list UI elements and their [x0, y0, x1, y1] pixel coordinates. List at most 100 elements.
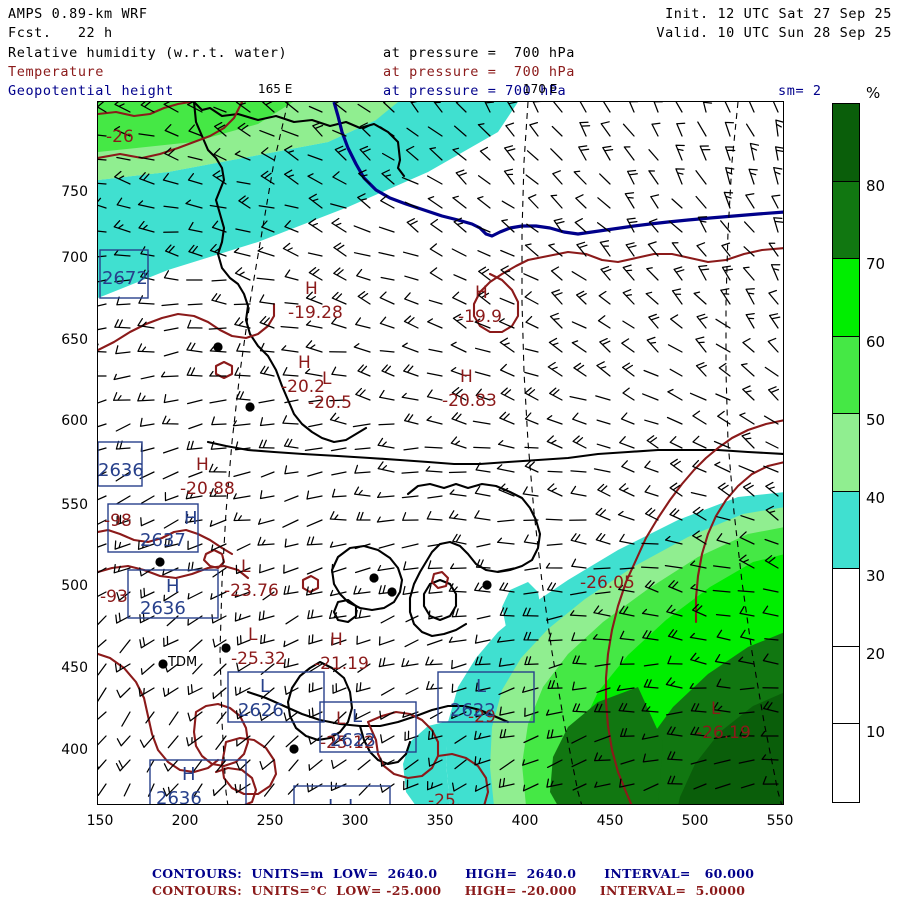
wind-barb [474, 756, 491, 766]
wind-barb [379, 291, 395, 305]
wind-barb [188, 471, 203, 478]
wind-barb [501, 219, 515, 233]
wind-barb [209, 204, 227, 209]
wind-barb [263, 735, 275, 749]
wind-barb [288, 759, 299, 772]
smoothing-label: sm= 2 [778, 83, 822, 99]
station-dot [245, 402, 255, 412]
height-extremum-type: L [476, 676, 486, 697]
wind-barb [186, 735, 203, 747]
wind-barb [695, 170, 707, 185]
temp-extremum-value: -20.88 [180, 479, 235, 499]
colorbar-tick: 50 [866, 411, 886, 429]
colorbar-band-30[interactable] [833, 569, 859, 647]
wind-barb [575, 290, 587, 305]
wind-barb [232, 420, 251, 427]
height-box [98, 441, 143, 487]
temp-contour-mid2 [472, 258, 530, 334]
colorbar-band-80[interactable] [833, 181, 859, 260]
wind-barb [354, 447, 371, 451]
wind-barb [186, 367, 203, 377]
wind-barb [259, 564, 275, 574]
wind-barb [699, 145, 711, 161]
wind-barb [312, 122, 324, 137]
x-axis-tick: 500 [681, 813, 709, 829]
wind-barb [163, 270, 179, 281]
wind-barb [304, 368, 323, 377]
temp-small-b [214, 360, 234, 380]
wind-barb [693, 291, 707, 305]
wind-barb [428, 348, 443, 353]
wind-barb [762, 605, 779, 617]
wind-barb [522, 686, 539, 693]
colorbar-band-90[interactable] [833, 104, 859, 182]
wind-barb [429, 267, 443, 281]
wind-barb [163, 759, 179, 772]
wind-barb [621, 362, 635, 377]
x-axis-tick: 550 [766, 813, 794, 829]
wind-barb [331, 636, 347, 646]
colorbar-band-50[interactable] [833, 414, 859, 492]
wind-barb [569, 395, 587, 401]
wind-barb [643, 783, 659, 792]
wind-barb [524, 412, 539, 425]
wind-barb [331, 217, 347, 233]
wind-barb [210, 543, 227, 552]
wind-barb [597, 197, 611, 209]
wind-barb [499, 728, 515, 739]
wind-barb [116, 514, 131, 526]
wind-barb [234, 783, 251, 794]
map-plot-area[interactable]: H -19.28 L -20.5 H -19.9 H -20.2 H -20.8… [97, 101, 784, 805]
wind-barb [115, 759, 131, 772]
wind-barb [624, 192, 635, 209]
wind-barb [664, 564, 683, 569]
height-extremum-type: L [352, 706, 362, 727]
colorbar-band-60[interactable] [833, 336, 859, 415]
wind-barb [724, 102, 731, 113]
colorbar-band-70[interactable] [833, 259, 859, 337]
wind-barb [307, 154, 323, 161]
colorbar-band-40[interactable] [833, 491, 859, 570]
wind-barb [691, 603, 707, 617]
wind-barb [138, 156, 155, 161]
wind-barb [163, 102, 179, 113]
wind-barb [448, 471, 467, 474]
wind-barb [306, 536, 323, 546]
wind-barb [669, 368, 683, 377]
wind-barb [739, 727, 755, 737]
station-dot [289, 744, 299, 754]
wind-barb [770, 264, 781, 281]
height-extremum-value: 2623 [330, 730, 376, 751]
colorbar-band-20[interactable] [833, 646, 859, 725]
wind-barb [745, 193, 755, 209]
wind-barb [234, 441, 251, 451]
wind-barb [403, 315, 419, 329]
wind-barb [532, 102, 542, 113]
wind-barb [308, 266, 323, 281]
wind-barb [738, 465, 755, 473]
wind-barb [650, 194, 660, 209]
y-axis-tick: 650 [61, 332, 88, 348]
colorbar-band-10[interactable] [833, 724, 859, 803]
colorbar[interactable] [832, 103, 860, 803]
wind-barb [723, 191, 734, 209]
wind-barb [702, 102, 713, 113]
wind-barb [619, 630, 635, 641]
wind-barb [121, 711, 131, 727]
wind-barb [259, 490, 275, 500]
wind-barb [403, 364, 419, 377]
wind-barb [749, 142, 760, 161]
height-box [293, 785, 391, 804]
wind-barb [570, 485, 587, 497]
wind-barb [597, 315, 611, 329]
wind-barb [618, 605, 635, 617]
wind-barb [550, 148, 563, 161]
wind-barb [474, 730, 491, 741]
wind-barb [595, 507, 611, 521]
wind-barb [527, 194, 539, 209]
wind-barb [305, 320, 323, 329]
wind-barb [426, 389, 443, 401]
wind-barb [762, 701, 779, 713]
wind-barb [331, 563, 347, 574]
wind-barb [98, 327, 107, 331]
